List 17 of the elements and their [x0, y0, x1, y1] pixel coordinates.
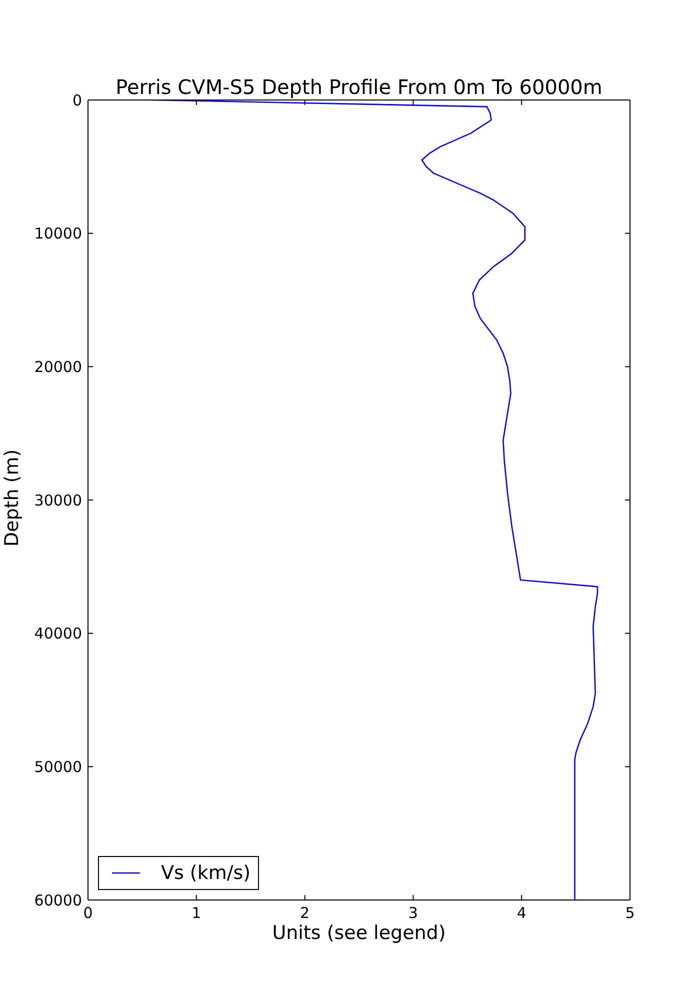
y-tick-label: 0 [72, 91, 82, 110]
x-tick-label: 3 [408, 904, 418, 922]
x-tick-label: 5 [625, 904, 635, 922]
x-tick-label: 2 [300, 904, 310, 922]
chart-title: Perris CVM-S5 Depth Profile From 0m To 60000m [116, 75, 602, 99]
legend-label: Vs (km/s) [161, 861, 251, 885]
y-tick-label: 30000 [34, 491, 82, 510]
y-tick-label: 50000 [34, 758, 82, 776]
x-tick-label: 0 [83, 904, 93, 922]
y-axis-title: Depth (m) [0, 449, 24, 547]
x-tick-label: 4 [516, 904, 526, 922]
y-tick-label: 20000 [34, 358, 82, 376]
y-tick-label: 60000 [34, 891, 82, 910]
y-tick-label: 10000 [34, 224, 82, 243]
x-tick-label: 1 [192, 904, 202, 922]
y-tick-label: 40000 [34, 624, 82, 643]
x-axis-title: Units (see legend) [271, 921, 447, 945]
